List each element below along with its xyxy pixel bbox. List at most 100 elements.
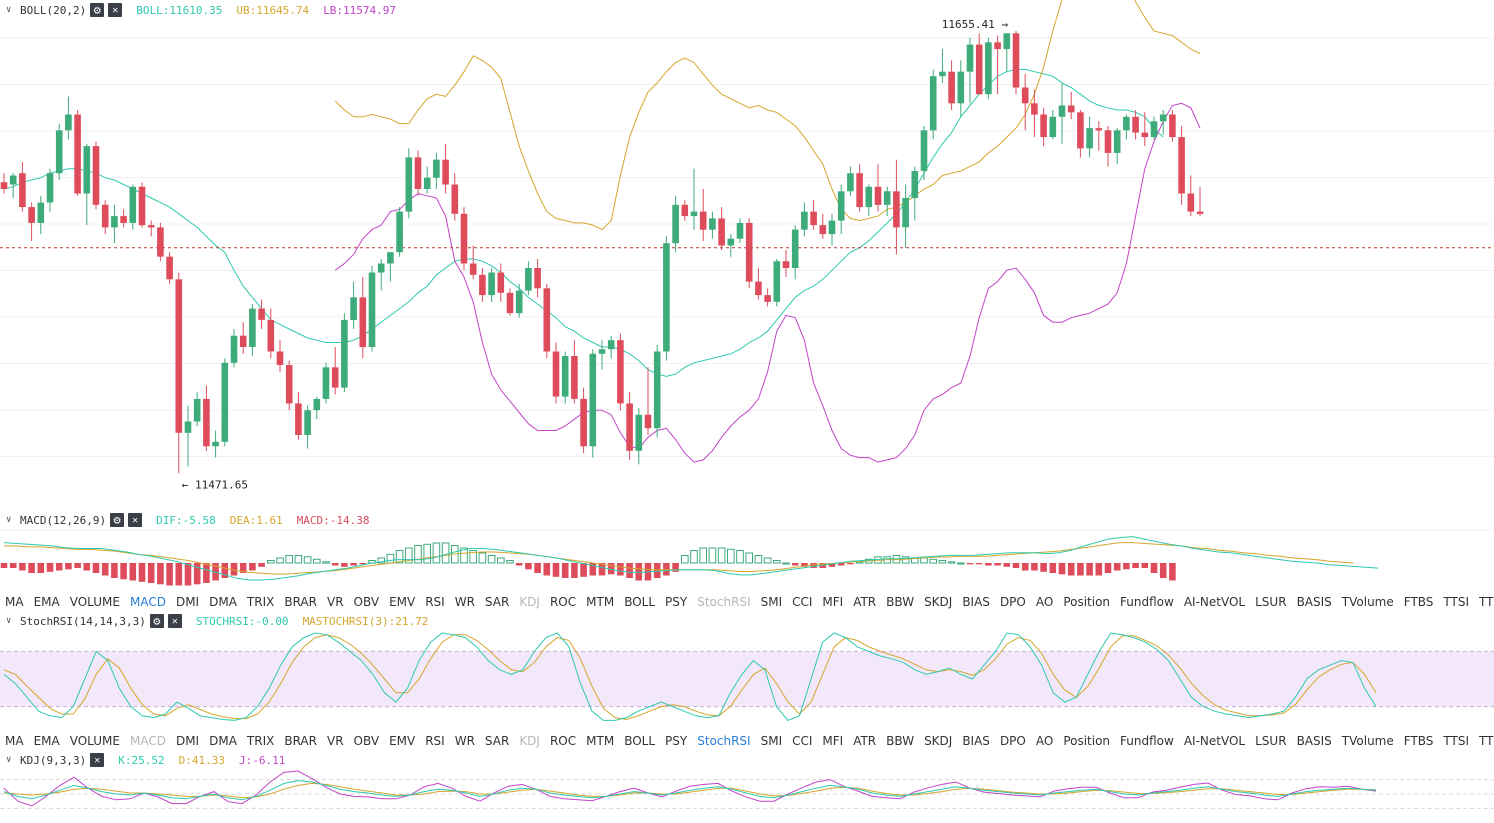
indicator-tab-ao[interactable]: AO — [1035, 595, 1054, 609]
indicator-tab-roc[interactable]: ROC — [549, 595, 577, 609]
candles[interactable] — [0, 31, 1204, 474]
candle-body — [331, 367, 339, 388]
indicator-tab-dma[interactable]: DMA — [209, 595, 237, 609]
indicator-tab-vr[interactable]: VR — [326, 734, 344, 748]
close-icon[interactable]: ✕ — [108, 3, 123, 17]
indicator-tab-position[interactable]: Position — [1063, 734, 1111, 748]
indicator-tab-stochrsi[interactable]: StochRSI — [697, 595, 751, 609]
indicator-tab-wr[interactable]: WR — [454, 734, 475, 748]
candle-body — [920, 130, 928, 171]
indicator-tab-rsi[interactable]: RSI — [425, 734, 445, 748]
indicator-tab-ema[interactable]: EMA — [33, 734, 60, 748]
indicator-tab-ttmu[interactable]: TTMU — [1479, 734, 1494, 748]
indicator-tab-bbw[interactable]: BBW — [886, 734, 915, 748]
indicator-tab-macd[interactable]: MACD — [129, 595, 166, 609]
indicator-tab-atr[interactable]: ATR — [853, 734, 877, 748]
indicator-tab-kdj[interactable]: KDJ — [519, 734, 540, 748]
indicator-tab-lsur[interactable]: LSUR — [1255, 734, 1287, 748]
indicator-tab-boll[interactable]: BOLL — [624, 734, 656, 748]
macd-bar — [745, 552, 754, 564]
close-icon[interactable]: ✕ — [128, 513, 143, 527]
collapse-chevron-icon[interactable]: ∨ — [6, 5, 12, 15]
indicator-tab-mtm[interactable]: MTM — [586, 734, 615, 748]
indicator-tab-mtm[interactable]: MTM — [586, 595, 615, 609]
indicator-tab-position[interactable]: Position — [1063, 595, 1111, 609]
indicator-tab-ao[interactable]: AO — [1035, 734, 1054, 748]
indicator-tab-bias[interactable]: BIAS — [962, 595, 990, 609]
indicator-tab-obv[interactable]: OBV — [353, 734, 380, 748]
indicator-tab-bias[interactable]: BIAS — [962, 734, 990, 748]
indicator-tab-skdj[interactable]: SKDJ — [924, 734, 953, 748]
indicator-tab-mfi[interactable]: MFI — [822, 595, 844, 609]
indicator-tab-mfi[interactable]: MFI — [822, 734, 844, 748]
indicator-tab-skdj[interactable]: SKDJ — [924, 595, 953, 609]
indicator-tab-lsur[interactable]: LSUR — [1255, 595, 1287, 609]
collapse-chevron-icon[interactable]: ∨ — [6, 616, 12, 626]
indicator-tab-boll[interactable]: BOLL — [624, 595, 656, 609]
indicator-tab-ttmu[interactable]: TTMU — [1479, 595, 1494, 609]
indicator-tab-ma[interactable]: MA — [5, 595, 24, 609]
close-icon[interactable]: ✕ — [167, 614, 182, 628]
indicator-tab-smi[interactable]: SMI — [760, 734, 783, 748]
indicator-tab-volume[interactable]: VOLUME — [69, 595, 120, 609]
indicator-tab-basis[interactable]: BASIS — [1296, 595, 1332, 609]
indicator-tab-dpo[interactable]: DPO — [999, 734, 1026, 748]
indicator-tab-wr[interactable]: WR — [454, 595, 475, 609]
indicator-tab-sar[interactable]: SAR — [484, 734, 510, 748]
close-icon[interactable]: ✕ — [90, 753, 105, 767]
indicator-tab-rsi[interactable]: RSI — [425, 595, 445, 609]
indicator-tab-brar[interactable]: BRAR — [284, 734, 317, 748]
indicator-tab-dmi[interactable]: DMI — [175, 734, 200, 748]
indicator-tab-dma[interactable]: DMA — [209, 734, 237, 748]
indicator-tab-trix[interactable]: TRIX — [246, 734, 275, 748]
indicator-tab-tvolume[interactable]: TVolume — [1341, 734, 1394, 748]
macd-bar — [598, 563, 606, 576]
indicator-tab-fundflow[interactable]: Fundflow — [1120, 734, 1174, 748]
indicator-tab-cci[interactable]: CCI — [792, 595, 813, 609]
macd-bar — [985, 563, 992, 566]
indicator-tab-psy[interactable]: PSY — [665, 595, 688, 609]
indicator-tab-vr[interactable]: VR — [326, 595, 344, 609]
indicator-tab-obv[interactable]: OBV — [353, 595, 380, 609]
indicator-tab-fundflow[interactable]: Fundflow — [1120, 595, 1174, 609]
indicator-tab-ttsi[interactable]: TTSI — [1443, 734, 1470, 748]
low-price-label: ← 11471.65 — [182, 478, 248, 491]
candle-body — [561, 356, 569, 397]
indicator-tab-roc[interactable]: ROC — [549, 734, 577, 748]
indicator-tab-atr[interactable]: ATR — [853, 595, 877, 609]
indicator-tab-trix[interactable]: TRIX — [246, 595, 275, 609]
indicator-tab-kdj[interactable]: KDJ — [519, 595, 540, 609]
indicator-tab-bbw[interactable]: BBW — [886, 595, 915, 609]
indicator-tab-emv[interactable]: EMV — [389, 734, 416, 748]
indicator-tab-ai-netvol[interactable]: AI-NetVOL — [1183, 734, 1246, 748]
indicator-tab-stochrsi[interactable]: StochRSI — [697, 734, 751, 748]
indicator-tab-dmi[interactable]: DMI — [175, 595, 200, 609]
collapse-chevron-icon[interactable]: ∨ — [6, 515, 12, 525]
indicator-tab-basis[interactable]: BASIS — [1296, 734, 1332, 748]
indicator-tab-psy[interactable]: PSY — [665, 734, 688, 748]
indicator-tab-sar[interactable]: SAR — [484, 595, 510, 609]
indicator-tab-dpo[interactable]: DPO — [999, 595, 1026, 609]
collapse-chevron-icon[interactable]: ∨ — [6, 755, 12, 765]
settings-gear-icon[interactable]: ⚙ — [149, 614, 164, 628]
indicator-tab-brar[interactable]: BRAR — [284, 595, 317, 609]
indicator-tab-tvolume[interactable]: TVolume — [1341, 595, 1394, 609]
settings-gear-icon[interactable]: ⚙ — [110, 513, 125, 527]
boll-upper-line — [334, 0, 1201, 231]
indicator-tab-cci[interactable]: CCI — [792, 734, 813, 748]
indicator-tab-ema[interactable]: EMA — [33, 595, 60, 609]
macd-bar — [249, 563, 256, 571]
indicator-tab-volume[interactable]: VOLUME — [69, 734, 120, 748]
indicator-tab-macd[interactable]: MACD — [129, 734, 166, 748]
indicator-tab-emv[interactable]: EMV — [389, 595, 416, 609]
indicator-tab-smi[interactable]: SMI — [760, 595, 783, 609]
indicator-tab-ftbs[interactable]: FTBS — [1403, 734, 1434, 748]
indicator-tab-ma[interactable]: MA — [5, 734, 24, 748]
macd-dif-value: DIF:-5.58 — [156, 513, 216, 527]
indicator-tab-ai-netvol[interactable]: AI-NetVOL — [1183, 595, 1246, 609]
indicator-tab-ftbs[interactable]: FTBS — [1403, 595, 1434, 609]
settings-gear-icon[interactable]: ⚙ — [90, 3, 105, 17]
indicator-tab-ttsi[interactable]: TTSI — [1443, 595, 1470, 609]
macd-bar — [175, 563, 183, 586]
